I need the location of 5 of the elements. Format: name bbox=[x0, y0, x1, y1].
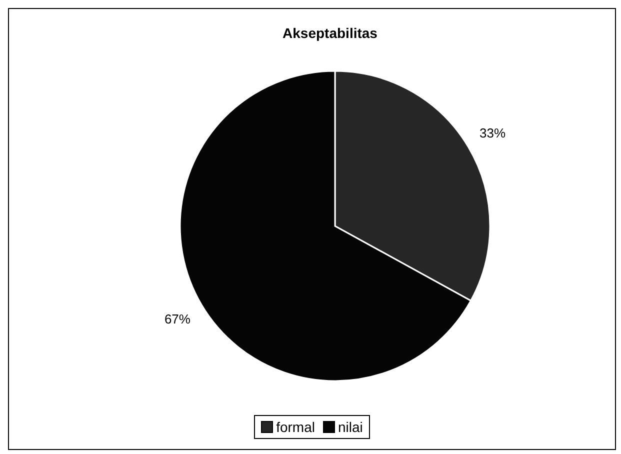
legend-label: formal bbox=[275, 419, 315, 435]
chart-title: Akseptabilitas bbox=[282, 25, 378, 41]
data-label: 33% bbox=[480, 125, 506, 140]
data-label: 67% bbox=[164, 312, 191, 327]
legend-label: nilai bbox=[337, 419, 363, 435]
